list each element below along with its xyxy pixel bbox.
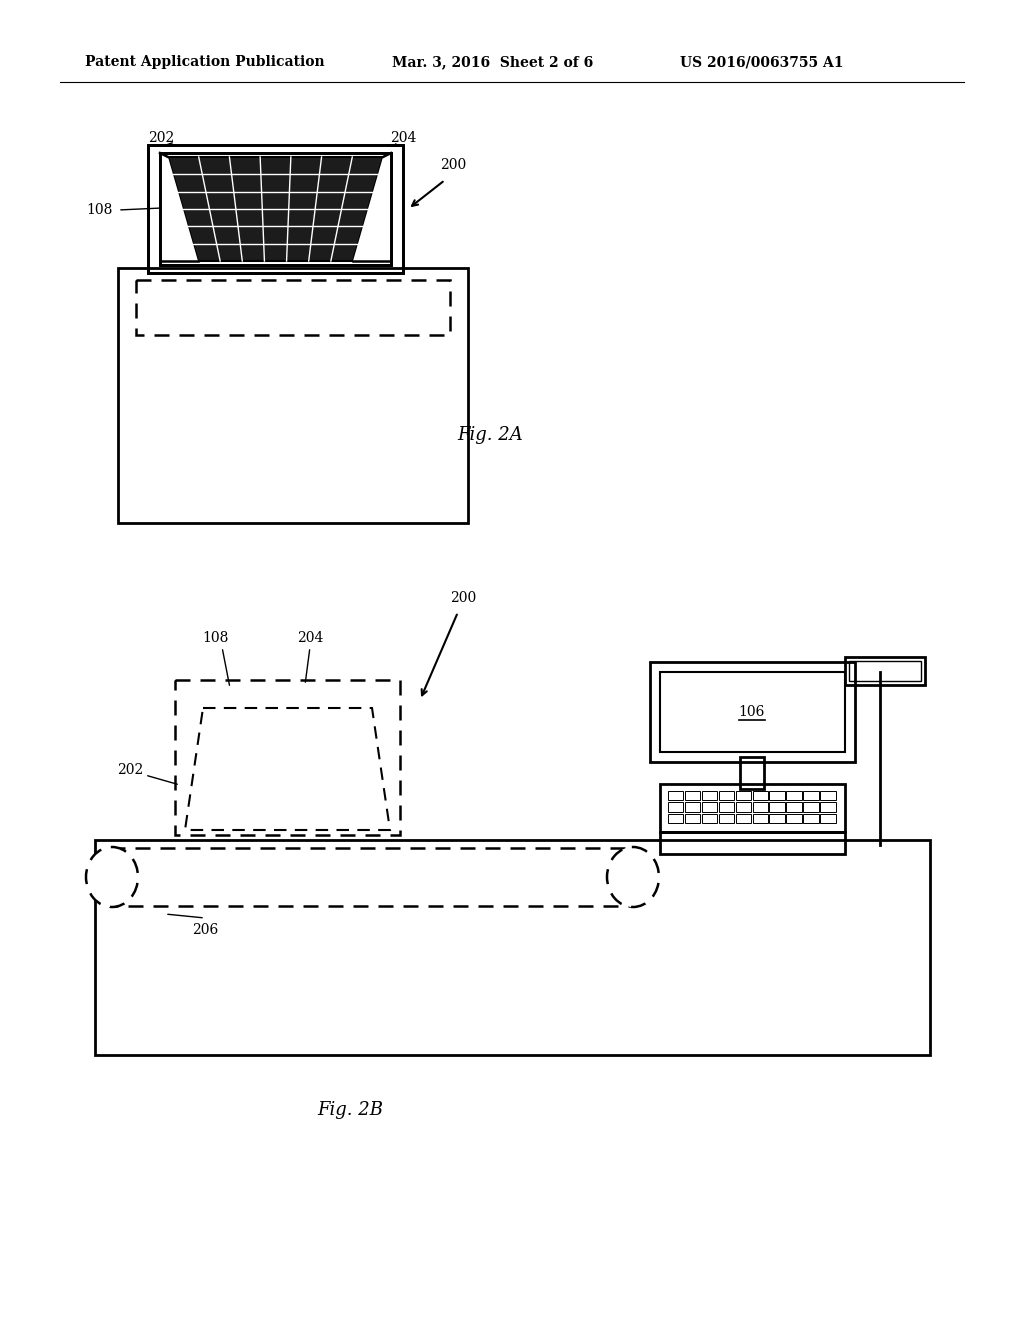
Bar [753, 803, 768, 812]
Polygon shape [160, 153, 198, 261]
Bar [701, 803, 717, 812]
Bar [820, 803, 836, 812]
Text: 108: 108 [87, 203, 114, 216]
Text: Patent Application Publication: Patent Application Publication [85, 55, 325, 69]
Text: Fig. 2A: Fig. 2A [457, 426, 523, 444]
Ellipse shape [86, 847, 138, 907]
Bar [95, 840, 930, 1055]
Bar [735, 791, 751, 800]
Polygon shape [168, 157, 383, 261]
Bar [668, 803, 683, 812]
Bar [668, 813, 683, 822]
Bar [701, 791, 717, 800]
Bar [701, 813, 717, 822]
Bar [719, 803, 734, 812]
Ellipse shape [607, 847, 659, 907]
Bar [660, 672, 845, 752]
Bar [740, 756, 764, 789]
Bar [148, 145, 403, 273]
Bar [803, 791, 818, 800]
Text: 202: 202 [148, 131, 174, 145]
Bar [110, 847, 635, 906]
Text: 202: 202 [117, 763, 143, 777]
Bar [650, 663, 855, 762]
Text: US 2016/0063755 A1: US 2016/0063755 A1 [680, 55, 844, 69]
Text: 204: 204 [390, 131, 417, 145]
Bar [769, 813, 784, 822]
Bar [160, 153, 391, 265]
Bar [175, 680, 400, 836]
Bar [820, 813, 836, 822]
Bar [118, 268, 468, 523]
Text: 204: 204 [297, 631, 324, 645]
Bar [820, 791, 836, 800]
Bar [148, 145, 403, 273]
Bar [849, 661, 921, 681]
Bar [803, 813, 818, 822]
Bar [786, 813, 802, 822]
Bar [685, 791, 700, 800]
Bar [660, 784, 845, 832]
Polygon shape [353, 153, 391, 261]
Bar [160, 153, 391, 265]
Bar [786, 791, 802, 800]
Bar [769, 803, 784, 812]
Bar [769, 791, 784, 800]
Bar [786, 803, 802, 812]
Text: 200: 200 [450, 591, 476, 605]
Bar [735, 813, 751, 822]
Bar [719, 813, 734, 822]
Text: Fig. 2B: Fig. 2B [317, 1101, 383, 1119]
Bar [685, 803, 700, 812]
Bar [719, 791, 734, 800]
Bar [735, 803, 751, 812]
Bar [753, 813, 768, 822]
Text: Mar. 3, 2016  Sheet 2 of 6: Mar. 3, 2016 Sheet 2 of 6 [392, 55, 593, 69]
Bar [753, 791, 768, 800]
Text: 200: 200 [440, 158, 466, 172]
Text: 108: 108 [202, 631, 228, 645]
Text: 206: 206 [191, 923, 218, 937]
Bar [668, 791, 683, 800]
Bar [803, 803, 818, 812]
Bar [660, 832, 845, 854]
Text: 106: 106 [738, 705, 765, 719]
Bar [845, 657, 925, 685]
Bar [685, 813, 700, 822]
Bar [136, 280, 450, 335]
